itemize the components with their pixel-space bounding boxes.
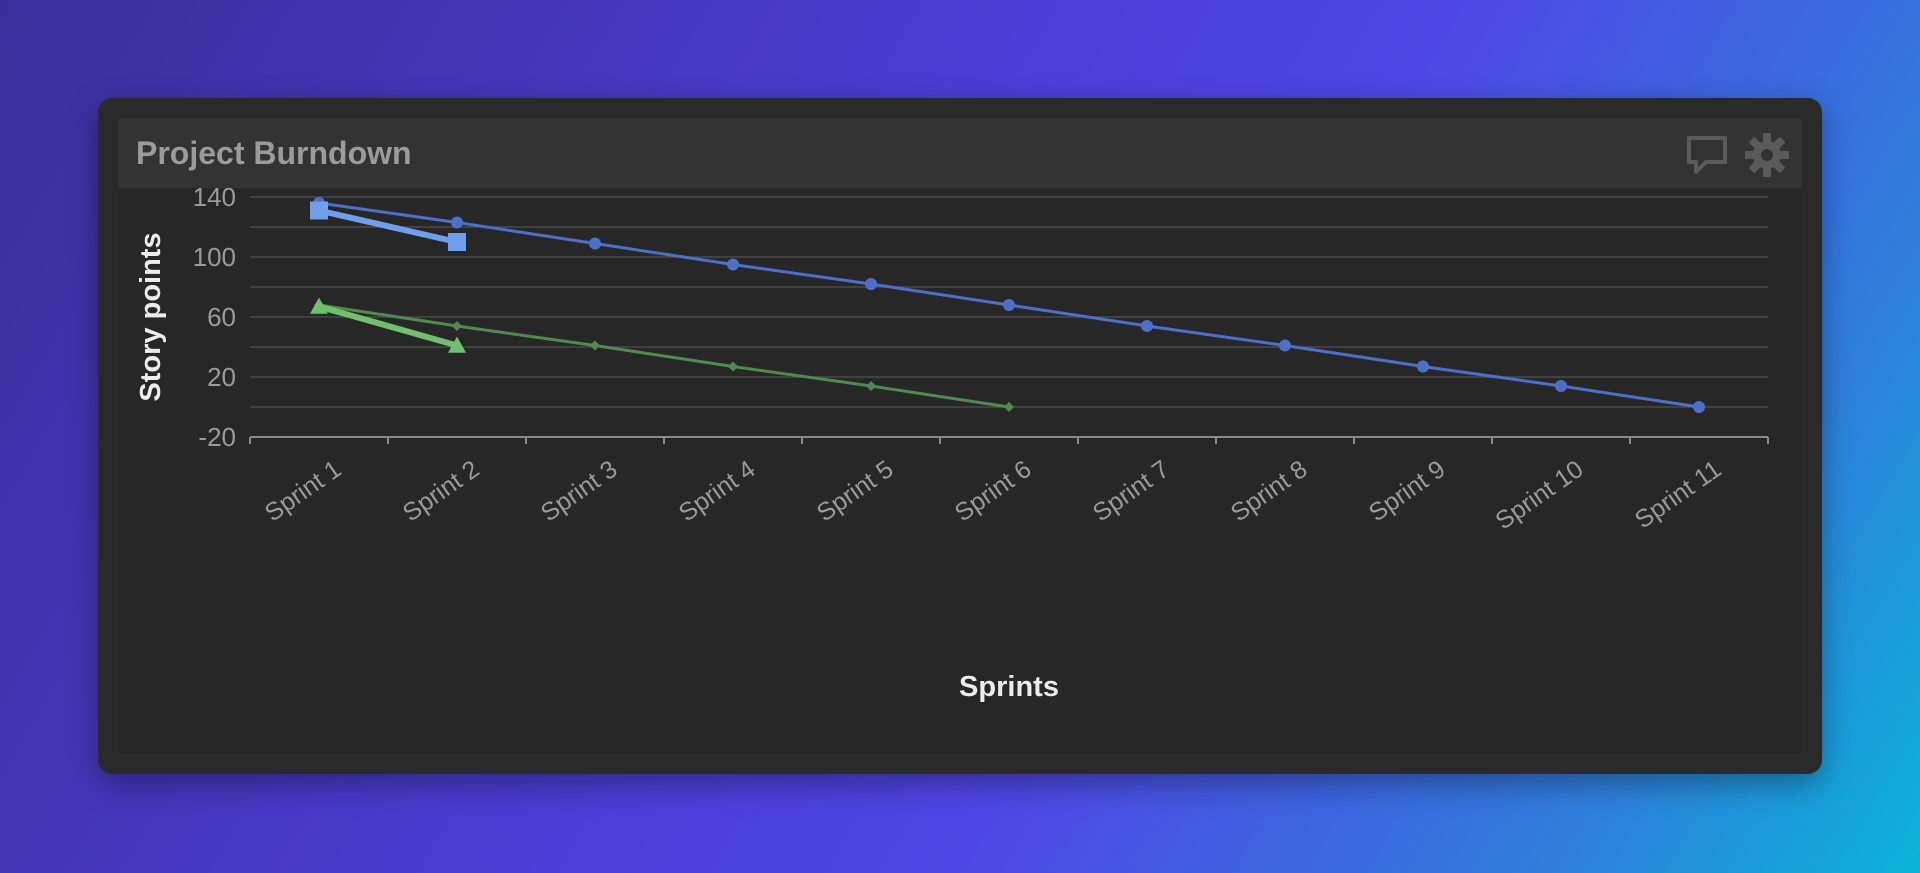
data-point — [1555, 380, 1567, 392]
x-tick-label: Sprint 2 — [398, 455, 485, 527]
data-point — [1003, 299, 1015, 311]
data-point — [1279, 339, 1291, 352]
data-point — [310, 297, 328, 314]
chart-area: 140 100 60 20 -20 Sprint 1 Sprint 2 Sprint 3 Spr… — [118, 188, 1802, 754]
series-line — [318, 303, 1010, 409]
data-point — [448, 336, 466, 353]
data-point — [452, 321, 462, 331]
widget-header: Project Burndown — [118, 118, 1802, 188]
data-point — [589, 237, 601, 250]
y-tick-label: 100 — [193, 242, 236, 272]
series-actual-external — [310, 201, 466, 251]
data-point — [866, 381, 876, 391]
data-point — [727, 258, 739, 271]
series-all-stories-projection — [313, 197, 1705, 413]
y-tick-label: 140 — [193, 188, 236, 212]
data-point — [310, 201, 328, 220]
data-point — [728, 361, 738, 372]
y-axis-title: Story points — [135, 232, 167, 401]
x-tick-label: Sprint 1 — [260, 455, 347, 527]
gear-icon[interactable] — [1744, 132, 1790, 178]
x-tick-label: Sprint 6 — [950, 455, 1037, 527]
x-tick-label: Sprint 11 — [1630, 455, 1727, 534]
data-point — [1693, 401, 1705, 413]
y-tick-label: -20 — [198, 422, 236, 452]
data-point — [590, 340, 600, 351]
x-tick-label: Sprint 9 — [1364, 455, 1451, 527]
x-tick-label: Sprint 4 — [674, 455, 761, 527]
burndown-widget: Project Burndown — [98, 98, 1822, 774]
x-tick-label: Sprint 5 — [812, 455, 899, 527]
burndown-chart: 140 100 60 20 -20 Sprint 1 Sprint 2 Sprint 3 Spr… — [135, 188, 1769, 703]
x-tick-label: Sprint 10 — [1490, 455, 1588, 535]
data-point — [1004, 402, 1014, 412]
y-tick-label: 20 — [207, 362, 236, 392]
series-actual-internal — [310, 297, 466, 353]
y-tick-label: 60 — [207, 302, 236, 332]
header-icons — [1684, 132, 1790, 178]
data-point — [451, 216, 463, 229]
data-point — [865, 278, 877, 290]
comment-icon[interactable] — [1684, 132, 1730, 178]
widget-title: Project Burndown — [136, 135, 412, 171]
data-point — [1417, 360, 1429, 373]
x-tick-label: Sprint 8 — [1226, 455, 1313, 527]
x-axis-title: Sprints — [959, 671, 1059, 703]
data-point — [448, 233, 466, 251]
data-point — [1141, 320, 1153, 332]
series-line — [318, 303, 458, 349]
series-line — [318, 207, 458, 245]
x-tick-label: Sprint 3 — [536, 455, 623, 527]
x-tick-label: Sprint 7 — [1088, 455, 1175, 527]
